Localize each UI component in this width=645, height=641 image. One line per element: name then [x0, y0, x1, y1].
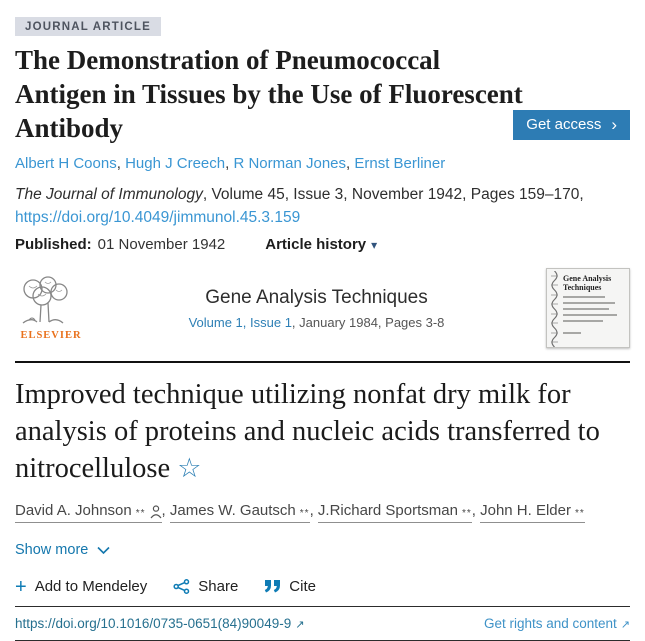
oup-journal-citation: The Journal of Immunology, Volume 45, Is… [15, 186, 630, 204]
journal-title-link[interactable]: Gene Analysis Techniques [205, 286, 428, 308]
section-divider [15, 361, 630, 363]
oup-authors-line: Albert H Coons Hugh J Creech R Norman Jone… [15, 155, 630, 172]
oup-title-row: The Demonstration of Pneumococcal Antige… [15, 43, 630, 145]
elsevier-journal-banner: ELSEVIER Gene Analysis Techniques Volume… [15, 268, 630, 348]
sd-author-gautsch[interactable]: James W. Gautsch ** [169, 502, 318, 523]
author-link-creech[interactable]: Hugh J Creech [125, 155, 226, 172]
elsevier-wordmark: ELSEVIER [20, 329, 82, 341]
sd-author-elder[interactable]: John H. Elder ** [480, 502, 585, 523]
published-row: Published: 01 November 1942 Article histor… [15, 236, 630, 253]
chevron-down-icon [97, 546, 110, 554]
share-button[interactable]: Share [173, 578, 238, 595]
cover-toc-line [563, 332, 581, 334]
published-date: 01 November 1942 [97, 236, 226, 253]
add-to-mendeley-button[interactable]: + Add to Mendeley [15, 575, 148, 598]
cover-toc-line [563, 296, 605, 298]
get-rights-link[interactable]: Get rights and content ↗ [483, 616, 630, 631]
author-link-jones[interactable]: R Norman Jones [233, 155, 347, 172]
person-icon [150, 505, 162, 519]
journal-name: The Journal of Immunology [15, 186, 203, 203]
cover-toc-line [563, 314, 617, 316]
external-link-icon: ↗ [295, 619, 305, 631]
elsevier-logo[interactable]: ELSEVIER [15, 275, 87, 341]
chevron-right-icon: › [611, 114, 617, 134]
journal-banner-center: Gene Analysis Techniques Volume 1, Issue… [87, 287, 546, 330]
journal-article-badge: JOURNAL ARTICLE [15, 17, 161, 36]
author-link-coons[interactable]: Albert H Coons [15, 155, 117, 172]
sd-doi-link[interactable]: https://doi.org/10.1016/0735-0651(84)900… [15, 616, 305, 631]
cover-title: Gene Analysis Techniques [563, 274, 612, 292]
oup-article-title: The Demonstration of Pneumococcal Antige… [15, 45, 523, 143]
oup-article-header: JOURNAL ARTICLE The Demonstration of Pne… [15, 0, 630, 253]
published-label: Published: [15, 236, 92, 253]
sd-action-bar: + Add to Mendeley Share [15, 575, 630, 598]
cover-toc-line [563, 320, 603, 322]
sd-author-sportsman[interactable]: J.Richard Sportsman ** [317, 502, 480, 523]
journal-issue-line: Volume 1, Issue 1, January 1984, Pages 3… [87, 315, 546, 330]
sd-author-johnson[interactable]: David A. Johnson ** [15, 502, 170, 523]
share-icon [173, 579, 190, 594]
issue-meta: , January 1984, Pages 3-8 [291, 314, 445, 330]
dna-strip-icon [551, 271, 558, 347]
sd-authors-line: David A. Johnson**James W. Gautsch**J.Ri… [15, 502, 630, 523]
oup-doi-link[interactable]: https://doi.org/10.4049/jimmunol.45.3.15… [15, 209, 301, 226]
show-more-button[interactable]: Show more [15, 542, 110, 558]
cite-quote-icon [265, 580, 281, 593]
get-access-button[interactable]: Get access › [513, 110, 630, 140]
cover-toc-line [563, 308, 609, 310]
cite-button[interactable]: Cite [264, 578, 316, 595]
star-icon[interactable]: ☆ [177, 453, 202, 483]
elsevier-tree-icon [22, 275, 68, 324]
external-link-icon: ↗ [620, 619, 630, 631]
sd-article-title: Improved technique utilizing nonfat dry … [15, 379, 600, 484]
sd-doi-row: https://doi.org/10.1016/0735-0651(84)900… [15, 607, 630, 640]
journal-meta: , Volume 45, Issue 3, November 1942, Pag… [202, 186, 584, 203]
issue-link[interactable]: Volume 1, Issue 1 [188, 314, 292, 330]
sd-article-header: Improved technique utilizing nonfat dry … [15, 376, 630, 641]
article-history-toggle[interactable]: Article history ▾ [265, 236, 378, 253]
author-link-berliner[interactable]: Ernst Berliner [354, 155, 446, 172]
get-access-label: Get access [526, 116, 602, 133]
plus-icon: + [15, 575, 27, 598]
cover-toc-line [563, 302, 615, 304]
caret-down-icon: ▾ [371, 238, 378, 252]
journal-cover-thumbnail[interactable]: Gene Analysis Techniques [546, 268, 630, 348]
